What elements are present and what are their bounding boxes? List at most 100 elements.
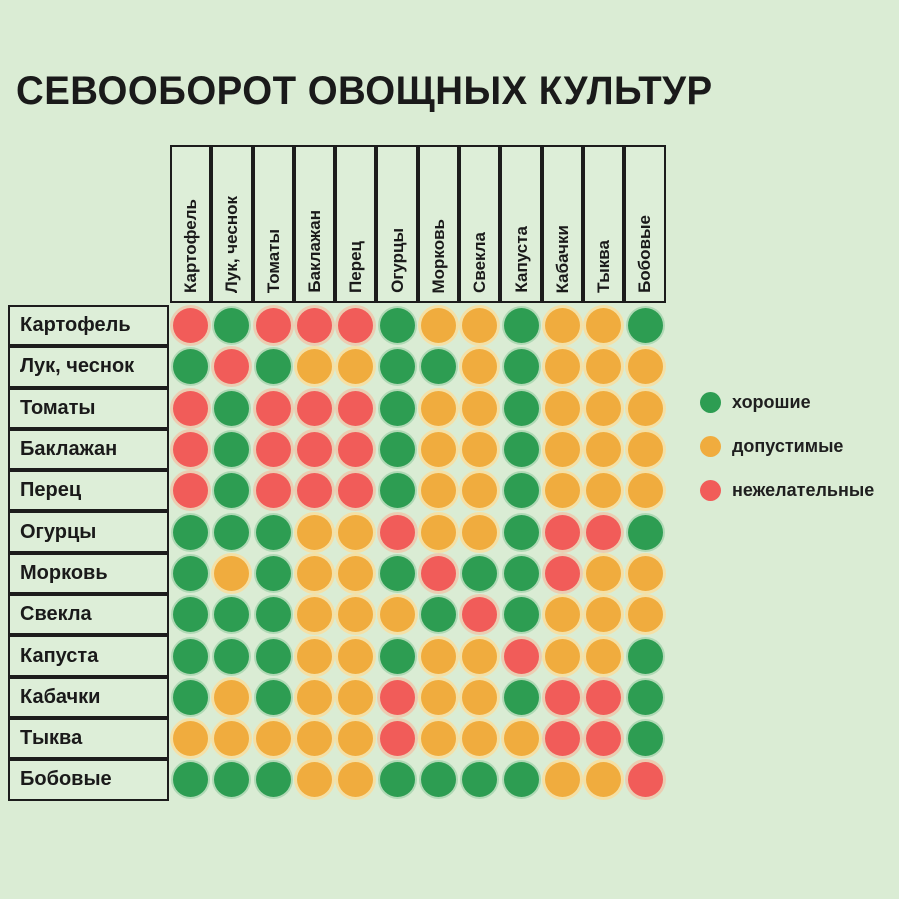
rating-dot-bad	[545, 555, 581, 591]
matrix-cell	[170, 677, 211, 718]
matrix-cell	[253, 594, 294, 635]
legend-item: допустимые	[700, 436, 874, 457]
column-header-cell: Кабачки	[541, 145, 583, 303]
matrix-cell	[377, 470, 418, 511]
rating-dot-acceptable	[173, 721, 209, 757]
rating-dot-acceptable	[297, 349, 333, 385]
rating-dot-acceptable	[545, 308, 581, 344]
column-header-label: Томаты	[263, 228, 283, 293]
matrix-cell	[459, 511, 500, 552]
rating-dot-acceptable	[297, 762, 333, 798]
row-label-cell: Морковь	[8, 552, 169, 595]
rating-dot-good	[421, 762, 457, 798]
matrix-cell	[542, 759, 583, 800]
column-header-label: Кабачки	[552, 224, 572, 293]
matrix-cell	[418, 718, 459, 759]
rating-dot-good	[173, 555, 209, 591]
matrix-cell	[583, 677, 624, 718]
matrix-cell	[294, 305, 335, 346]
matrix-cell	[335, 429, 376, 470]
rating-dot-bad	[173, 432, 209, 468]
matrix-cell	[253, 346, 294, 387]
rating-dot-acceptable	[545, 349, 581, 385]
rating-dot-good	[379, 349, 415, 385]
legend-acceptable-icon	[700, 436, 721, 457]
matrix-cell	[583, 635, 624, 676]
rating-dot-acceptable	[586, 597, 622, 633]
page-title: СЕВООБОРОТ ОВОЩНЫХ КУЛЬТУР	[16, 68, 713, 113]
legend-label: хорошие	[732, 392, 811, 412]
rating-dot-acceptable	[586, 638, 622, 674]
matrix-cell	[418, 511, 459, 552]
matrix-cell	[625, 429, 666, 470]
rating-dot-acceptable	[586, 762, 622, 798]
matrix-cell	[501, 429, 542, 470]
rating-dot-acceptable	[338, 679, 374, 715]
matrix-cell	[418, 553, 459, 594]
matrix-cell	[459, 305, 500, 346]
rating-dot-acceptable	[214, 555, 250, 591]
matrix-cell	[501, 305, 542, 346]
matrix-cell	[625, 594, 666, 635]
rating-dot-bad	[297, 308, 333, 344]
matrix-cell	[335, 718, 376, 759]
rating-dot-bad	[255, 473, 291, 509]
matrix-cell	[459, 677, 500, 718]
rating-dot-bad	[421, 555, 457, 591]
matrix-cell	[294, 553, 335, 594]
row-label-text: Лук, чеснок	[20, 355, 135, 378]
matrix-cell	[335, 388, 376, 429]
rating-dot-acceptable	[297, 638, 333, 674]
matrix-cell	[253, 305, 294, 346]
matrix-cell	[294, 759, 335, 800]
row-label-text: Томаты	[20, 396, 96, 419]
rating-dot-acceptable	[627, 555, 663, 591]
column-header-cell: Картофель	[170, 145, 212, 303]
rating-dot-bad	[255, 308, 291, 344]
matrix-cell	[542, 305, 583, 346]
rating-dot-good	[379, 762, 415, 798]
row-label-cell: Кабачки	[8, 676, 169, 718]
rating-dot-bad	[338, 308, 374, 344]
matrix-cell	[418, 429, 459, 470]
rating-dot-bad	[297, 390, 333, 426]
matrix-cell	[625, 718, 666, 759]
matrix-cell	[542, 594, 583, 635]
rating-dot-acceptable	[379, 597, 415, 633]
rating-dot-acceptable	[421, 638, 457, 674]
matrix-cell	[211, 305, 252, 346]
matrix-cell	[253, 677, 294, 718]
column-header-cell: Перец	[335, 145, 377, 303]
matrix-cell	[501, 553, 542, 594]
matrix-cell	[211, 759, 252, 800]
column-header-label: Лук, чеснок	[222, 195, 242, 293]
matrix-cell	[253, 635, 294, 676]
rating-dot-acceptable	[338, 721, 374, 757]
matrix-cell	[542, 635, 583, 676]
rating-dot-good	[173, 597, 209, 633]
column-header-label: Тыква	[594, 240, 614, 293]
rating-dot-bad	[173, 390, 209, 426]
matrix-cell	[418, 388, 459, 429]
matrix-cell	[335, 346, 376, 387]
rating-dot-acceptable	[545, 597, 581, 633]
rating-dot-acceptable	[214, 679, 250, 715]
rating-dot-good	[379, 638, 415, 674]
row-label-text: Капуста	[20, 644, 99, 667]
matrix-cell	[542, 718, 583, 759]
rating-dot-good	[214, 762, 250, 798]
row-label-cell: Баклажан	[8, 428, 169, 471]
rating-dot-acceptable	[586, 349, 622, 385]
matrix-cell	[253, 470, 294, 511]
matrix-cell	[294, 429, 335, 470]
matrix-cell	[501, 635, 542, 676]
matrix-cell	[542, 677, 583, 718]
rating-dot-bad	[503, 638, 539, 674]
column-headers: Картофель Лук, чеснок Томаты Баклажан Перец О…	[170, 145, 666, 303]
rating-dot-good	[255, 597, 291, 633]
rating-dot-good	[255, 349, 291, 385]
matrix-cell	[211, 718, 252, 759]
matrix-cell	[211, 388, 252, 429]
rating-dot-acceptable	[338, 762, 374, 798]
matrix-cell	[294, 470, 335, 511]
